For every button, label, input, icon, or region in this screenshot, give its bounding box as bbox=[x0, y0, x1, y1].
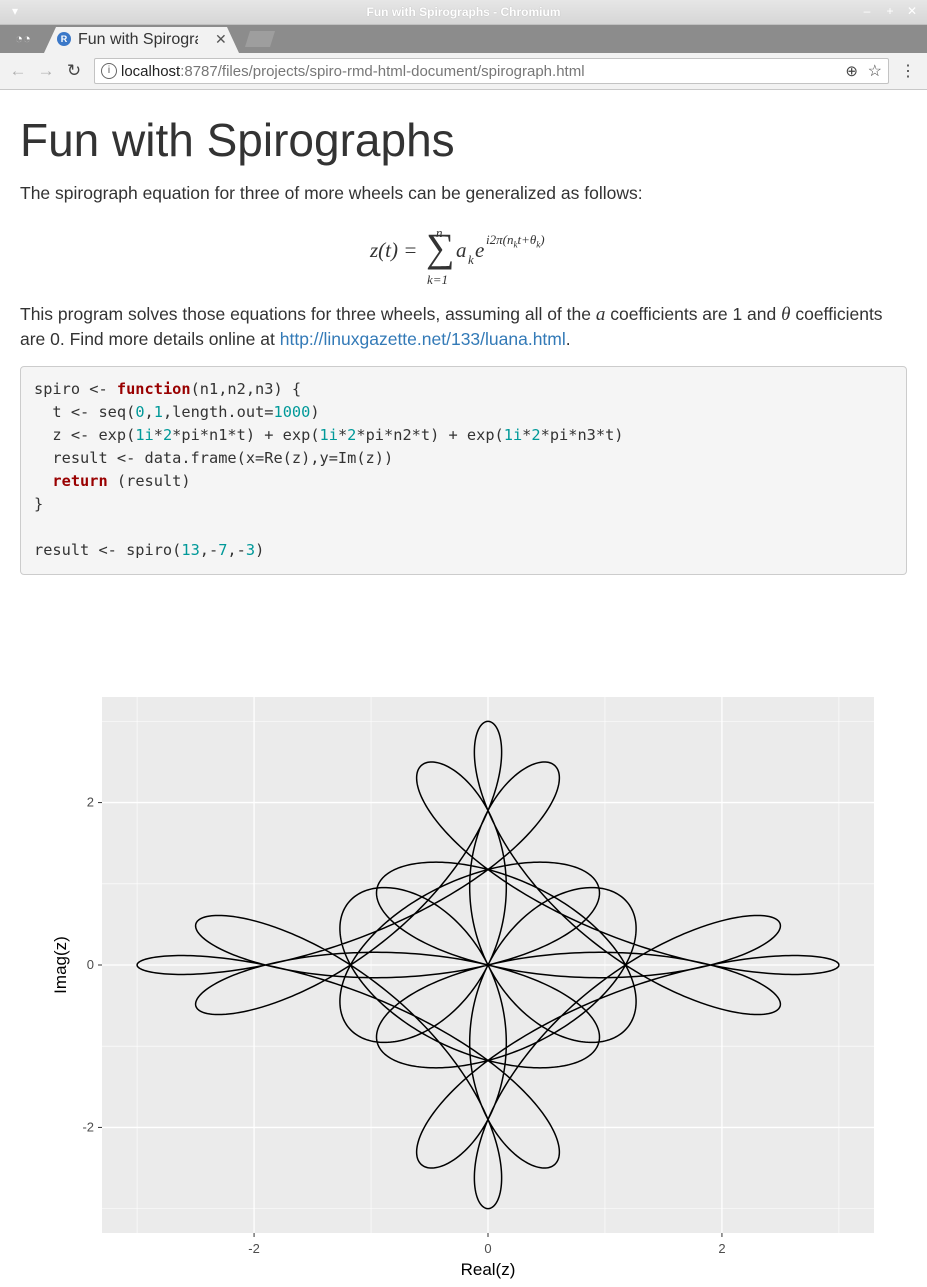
bookmark-star-icon[interactable]: ☆ bbox=[867, 63, 882, 80]
url-host: localhost bbox=[121, 63, 181, 80]
url-path: :8787/files/projects/spiro-rmd-html-docu… bbox=[180, 63, 585, 80]
x-tick-label: -2 bbox=[248, 1241, 260, 1256]
eq-lhs: z(t) = bbox=[370, 238, 418, 262]
code-number: 2 bbox=[531, 426, 541, 444]
new-tab-button[interactable] bbox=[245, 31, 275, 47]
code-number: 2 bbox=[347, 426, 357, 444]
address-bar[interactable]: i localhost:8787/files/projects/spiro-rm… bbox=[94, 58, 889, 84]
p2-symbol-theta: θ bbox=[781, 304, 791, 325]
code-keyword: return bbox=[52, 472, 108, 490]
code-text: *pi*n1*t) + exp( bbox=[172, 426, 320, 444]
spirograph-plot: -2 0 2 2 0 -2 Real(z) Imag(z) bbox=[51, 697, 874, 1279]
code-text: , bbox=[144, 403, 154, 421]
code-text: spiro <- bbox=[34, 380, 117, 398]
page-title: Fun with Spirographs bbox=[20, 114, 455, 166]
y-axis-label: Imag(z) bbox=[51, 936, 70, 994]
code-text: } bbox=[34, 495, 44, 513]
code-text: (n1,n2,n3) { bbox=[190, 380, 302, 398]
eq-a: a bbox=[456, 238, 467, 262]
code-number: 7 bbox=[218, 541, 228, 559]
tab-close-icon[interactable]: ✕ bbox=[215, 31, 227, 47]
browser-toolbar: ← → ↻ i localhost:8787/files/projects/sp… bbox=[0, 53, 927, 90]
eq-exp-sub: k bbox=[513, 239, 518, 250]
x-tick-label: 2 bbox=[718, 1241, 725, 1256]
zoom-icon[interactable]: ⊕ bbox=[845, 63, 858, 80]
code-text: * bbox=[337, 426, 348, 444]
eq-exp-1: i2π(n bbox=[486, 232, 514, 247]
maximize-icon[interactable]: + bbox=[886, 4, 894, 18]
code-block: spiro <- function(n1,n2,n3) { t <- seq(0… bbox=[20, 366, 907, 575]
x-tick-label: 0 bbox=[484, 1241, 491, 1256]
minimize-icon[interactable]: – bbox=[863, 4, 871, 18]
luana-link[interactable]: http://linuxgazette.net/133/luana.html bbox=[279, 329, 566, 349]
code-text: *pi*n3*t) bbox=[540, 426, 624, 444]
y-tick-label: -2 bbox=[82, 1119, 94, 1134]
y-tick-label: 0 bbox=[87, 957, 94, 972]
code-number: 2 bbox=[162, 426, 173, 444]
code-text: z <- exp( bbox=[34, 426, 136, 444]
code-text: t <- seq( bbox=[34, 403, 136, 421]
window-titlebar: ▾ Fun with Spirographs - Chromium – + ✕ bbox=[0, 0, 927, 25]
code-text: ) bbox=[310, 403, 320, 421]
code-text bbox=[34, 472, 52, 490]
code-text: ,length.out= bbox=[162, 403, 274, 421]
description-paragraph: This program solves those equations for … bbox=[20, 302, 900, 352]
tab-strip: ◔◔ R Fun with Spirographs ✕ bbox=[0, 25, 927, 53]
p2-text-c: coefficients are 0. Find more details on… bbox=[20, 304, 883, 349]
eq-e: e bbox=[475, 238, 485, 262]
r-favicon-icon: R bbox=[57, 32, 71, 46]
eq-exp-sub2: k bbox=[536, 239, 541, 250]
tab-active[interactable]: R Fun with Spirographs ✕ bbox=[44, 27, 239, 53]
code-text: * bbox=[153, 426, 163, 444]
eq-exp-2: t+θ bbox=[517, 232, 537, 247]
code-number: 1i bbox=[503, 426, 523, 444]
code-text: ,- bbox=[199, 541, 219, 559]
p2-text-b: coefficients are 1 and bbox=[605, 304, 782, 324]
x-axis-label: Real(z) bbox=[461, 1260, 516, 1279]
eq-exponent: i2π(nkt+θk) bbox=[486, 232, 545, 250]
window-menu-icon[interactable]: ▾ bbox=[11, 4, 19, 18]
eq-sum-sign: ∑ bbox=[426, 225, 455, 270]
code-text: ,- bbox=[227, 541, 246, 559]
spirograph-curve bbox=[136, 720, 840, 1210]
reload-icon[interactable]: ↻ bbox=[66, 61, 82, 80]
url-text[interactable]: localhost:8787/files/projects/spiro-rmd-… bbox=[121, 63, 585, 80]
eq-a-sub: k bbox=[468, 252, 474, 267]
code-number: 1i bbox=[319, 426, 338, 444]
window-title: Fun with Spirographs - Chromium bbox=[366, 5, 561, 19]
code-number: 1i bbox=[135, 426, 154, 444]
info-icon[interactable]: i bbox=[101, 63, 117, 79]
code-keyword: function bbox=[116, 380, 191, 398]
back-icon[interactable]: ← bbox=[9, 61, 27, 80]
eq-lower: k=1 bbox=[427, 272, 449, 287]
p2-symbol-a: a bbox=[595, 304, 606, 325]
code-number: 1 bbox=[153, 403, 163, 421]
close-window-icon[interactable]: ✕ bbox=[906, 4, 918, 18]
code-number: 1000 bbox=[273, 403, 311, 421]
code-number: 3 bbox=[245, 541, 256, 559]
p2-text-a: This program solves those equations for … bbox=[20, 304, 596, 324]
code-text: result <- spiro( bbox=[34, 541, 182, 559]
intro-paragraph: The spirograph equation for three of mor… bbox=[20, 183, 643, 203]
eq-exp-close: ) bbox=[540, 232, 545, 247]
code-number: 0 bbox=[135, 403, 145, 421]
code-text: * bbox=[522, 426, 532, 444]
incognito-icon: ◔◔ bbox=[15, 31, 31, 46]
code-text: ) bbox=[255, 541, 265, 559]
code-number: 13 bbox=[181, 541, 200, 559]
code-text: result <- data.frame(x=Re(z),y=Im(z)) bbox=[34, 449, 394, 467]
browser-menu-icon[interactable]: ⋮ bbox=[900, 63, 916, 80]
forward-icon[interactable]: → bbox=[37, 61, 55, 80]
y-tick-label: 2 bbox=[87, 795, 94, 810]
p2-end: . bbox=[565, 329, 571, 349]
code-text: *pi*n2*t) + exp( bbox=[356, 426, 504, 444]
code-text: (result) bbox=[107, 472, 191, 490]
eq-upper: n bbox=[436, 225, 443, 240]
tab-title: Fun with Spirographs bbox=[78, 31, 198, 48]
